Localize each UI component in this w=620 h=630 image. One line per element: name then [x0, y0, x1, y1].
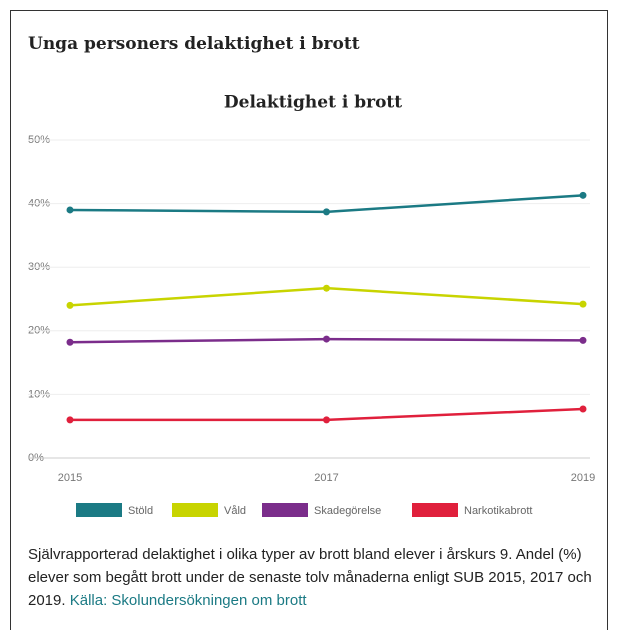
- data-point: [323, 284, 330, 292]
- footer: Självrapporterad delaktighet i olika typ…: [28, 543, 598, 612]
- legend-swatch: [172, 503, 218, 517]
- data-point: [66, 338, 74, 346]
- data-point: [66, 206, 74, 214]
- legend-swatch: [412, 503, 458, 517]
- page: Unga personers delaktighet i brott Delak…: [10, 10, 608, 630]
- x-tick-label: 2017: [314, 472, 338, 484]
- data-point: [323, 208, 330, 216]
- x-tick-label: 2015: [58, 472, 82, 484]
- source-link[interactable]: Källa: Skolundersökningen om brott: [69, 592, 307, 609]
- data-point: [579, 405, 587, 413]
- data-point: [66, 416, 74, 424]
- data-point: [323, 416, 330, 424]
- legend-label: Våld: [224, 505, 246, 517]
- chart-title: Delaktighet i brott: [224, 93, 402, 113]
- legend-swatch: [262, 503, 308, 517]
- chart: Delaktighet i brott 0%10%20%30%40%50%201…: [28, 93, 595, 517]
- legend-label: Narkotikabrott: [464, 505, 532, 517]
- legend-swatch: [76, 503, 122, 517]
- data-point: [579, 336, 587, 344]
- legend-label: Stöld: [128, 505, 153, 517]
- footer-text: Självrapporterad delaktighet i olika typ…: [28, 546, 592, 609]
- legend-label: Skadegörelse: [314, 505, 381, 517]
- card: [10, 10, 608, 630]
- data-point: [579, 191, 587, 199]
- x-tick-label: 2019: [571, 472, 595, 484]
- page-title: Unga personers delaktighet i brott: [28, 34, 360, 54]
- data-point: [66, 301, 74, 309]
- data-point: [323, 335, 330, 343]
- data-point: [579, 300, 587, 308]
